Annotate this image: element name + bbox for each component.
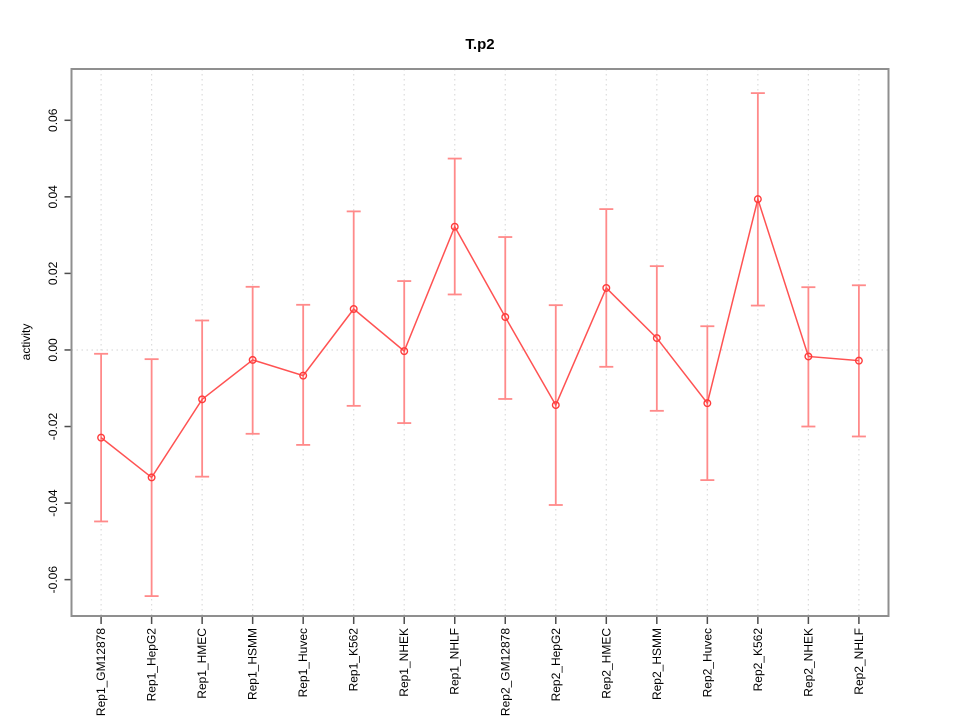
x-tick-label: Rep1_HepG2	[145, 628, 159, 702]
y-tick-label: 0.00	[46, 338, 60, 362]
series-line	[100, 196, 859, 479]
data-point-marker	[198, 395, 207, 404]
x-tick-label: Rep1_NHEK	[397, 628, 411, 697]
data-point-marker	[804, 352, 813, 361]
x-tick-label: Rep2_HepG2	[549, 628, 563, 702]
chart-title: T.p2	[465, 36, 494, 53]
errorbar-layer	[94, 92, 866, 597]
data-point-marker	[97, 433, 106, 442]
x-tick-label: Rep1_Huvec	[296, 628, 310, 697]
x-tick-label: Rep2_NHEK	[801, 628, 815, 697]
x-tick-label: Rep2_GM12878	[498, 628, 512, 716]
axis-layer: -0.06 -0.04 -0.02 0.00 0.02 0.04 0.06 Rep1_GM12…	[46, 108, 866, 716]
y-tick-label: 0.04	[46, 185, 60, 209]
data-point-marker	[501, 313, 510, 322]
data-point-marker	[602, 283, 611, 292]
data-point-marker	[248, 355, 257, 364]
data-point-marker	[551, 401, 560, 410]
y-axis-title: activity	[19, 324, 33, 361]
y-tick-label: -0.06	[46, 566, 60, 594]
series-layer	[97, 195, 863, 482]
y-tick-label: -0.04	[46, 489, 60, 517]
data-point-marker	[147, 473, 156, 482]
data-point-marker	[703, 399, 712, 408]
x-tick-label: Rep2_HMEC	[599, 628, 613, 699]
x-tick-label: Rep2_Huvec	[700, 628, 714, 697]
grid-layer	[71, 69, 889, 616]
data-point-marker	[854, 356, 863, 365]
x-tick-label: Rep1_K562	[347, 628, 361, 692]
x-tick-label: Rep1_GM12878	[94, 628, 108, 716]
data-point-marker	[299, 371, 308, 380]
x-tick-label: Rep1_HMEC	[195, 628, 209, 699]
data-point-marker	[349, 305, 358, 314]
y-tick-label: 0.06	[46, 108, 60, 132]
x-tick-label: Rep1_NHLF	[448, 628, 462, 695]
data-point-marker	[400, 347, 409, 356]
x-tick-label: Rep2_NHLF	[852, 628, 866, 695]
x-tick-label: Rep1_HSMM	[246, 628, 260, 700]
data-point-marker	[753, 195, 762, 204]
y-tick-label: -0.02	[46, 413, 60, 441]
data-point-marker	[652, 334, 661, 343]
x-tick-label: Rep2_K562	[751, 628, 765, 692]
data-point-marker	[450, 222, 459, 231]
y-tick-label: 0.02	[46, 261, 60, 285]
x-tick-label: Rep2_HSMM	[650, 628, 664, 700]
plot-frame	[70, 68, 890, 617]
